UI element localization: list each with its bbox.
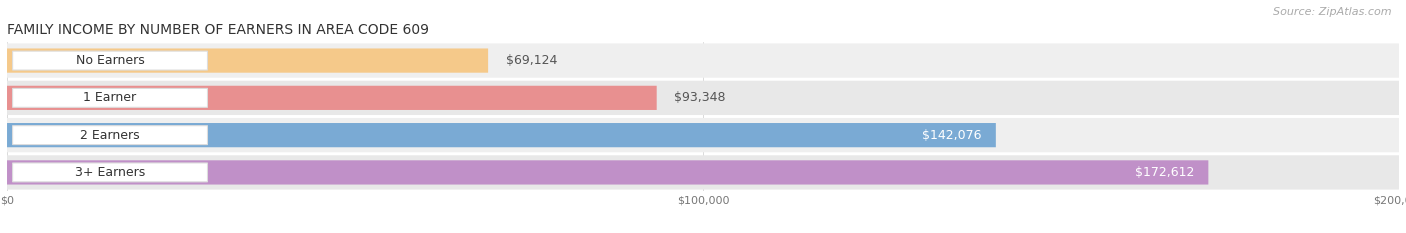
FancyBboxPatch shape [13,51,208,70]
Text: 3+ Earners: 3+ Earners [75,166,145,179]
FancyBboxPatch shape [7,86,657,110]
Text: 2 Earners: 2 Earners [80,129,139,142]
FancyBboxPatch shape [7,81,1399,115]
Text: $142,076: $142,076 [922,129,981,142]
FancyBboxPatch shape [7,43,1399,78]
FancyBboxPatch shape [13,163,208,182]
Text: $172,612: $172,612 [1135,166,1195,179]
FancyBboxPatch shape [13,126,208,145]
Text: No Earners: No Earners [76,54,145,67]
FancyBboxPatch shape [7,123,995,147]
FancyBboxPatch shape [13,88,208,107]
Text: $69,124: $69,124 [506,54,557,67]
Text: Source: ZipAtlas.com: Source: ZipAtlas.com [1274,7,1392,17]
FancyBboxPatch shape [7,48,488,73]
Text: $93,348: $93,348 [673,91,725,104]
FancyBboxPatch shape [7,155,1399,190]
FancyBboxPatch shape [7,118,1399,152]
Text: 1 Earner: 1 Earner [83,91,136,104]
Text: FAMILY INCOME BY NUMBER OF EARNERS IN AREA CODE 609: FAMILY INCOME BY NUMBER OF EARNERS IN AR… [7,23,429,37]
FancyBboxPatch shape [7,160,1208,185]
